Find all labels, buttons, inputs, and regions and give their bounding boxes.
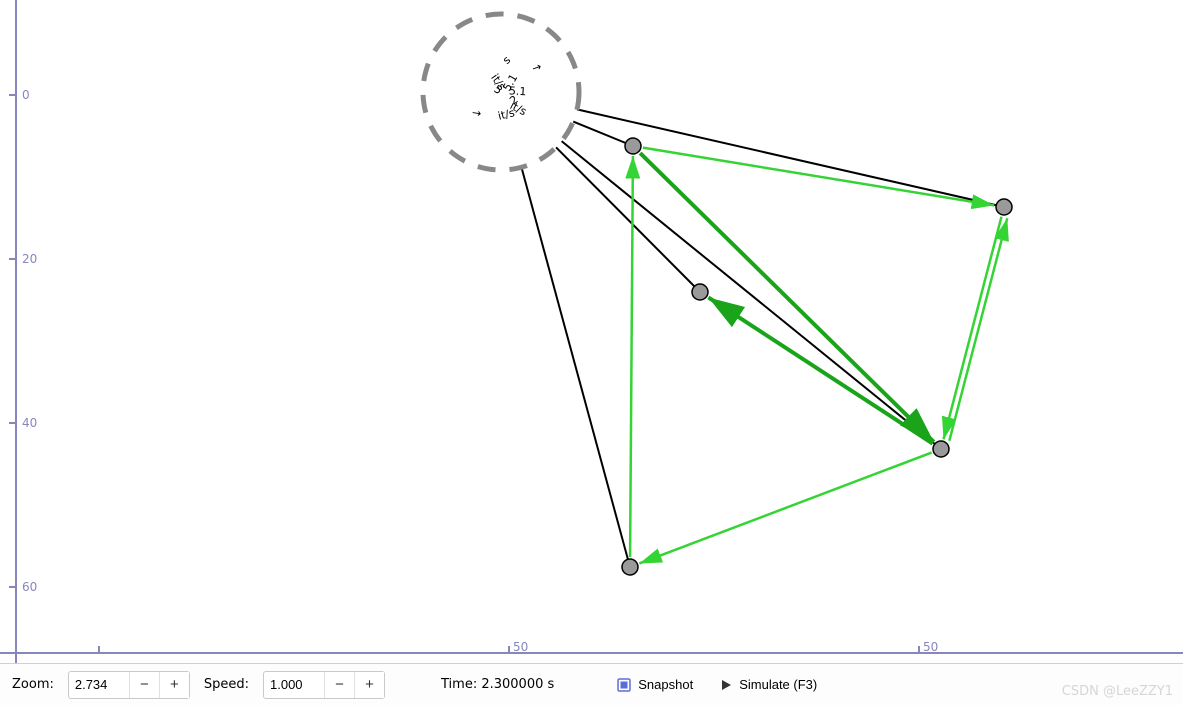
svg-text:20: 20 bbox=[22, 252, 37, 266]
zoom-increment[interactable]: + bbox=[159, 672, 189, 698]
zoom-label: Zoom: bbox=[12, 677, 54, 692]
svg-text:60: 60 bbox=[22, 580, 37, 594]
snapshot-icon bbox=[616, 677, 632, 693]
speed-input[interactable] bbox=[264, 673, 324, 697]
svg-text:0: 0 bbox=[22, 88, 30, 102]
svg-text:5.1: 5.1 bbox=[508, 84, 526, 98]
simulate-label: Simulate (F3) bbox=[739, 677, 817, 692]
time-readout: Time: 2.300000 s bbox=[441, 677, 554, 692]
speed-increment[interactable]: + bbox=[354, 672, 384, 698]
zoom-input[interactable] bbox=[69, 673, 129, 697]
snapshot-button[interactable]: Snapshot bbox=[610, 673, 699, 697]
zoom-spinbox: − + bbox=[68, 671, 190, 699]
bottom-toolbar: Zoom: − + Speed: − + Time: 2.300000 s Sn… bbox=[0, 663, 1183, 705]
speed-label: Speed: bbox=[204, 677, 249, 692]
speed-decrement[interactable]: − bbox=[324, 672, 354, 698]
simulation-canvas[interactable]: 020406050505.12it/s→5it/ss→5.1it/s bbox=[0, 0, 1183, 663]
speed-spinbox: − + bbox=[263, 671, 385, 699]
svg-text:50: 50 bbox=[513, 640, 528, 654]
zoom-decrement[interactable]: − bbox=[129, 672, 159, 698]
svg-text:50: 50 bbox=[923, 640, 938, 654]
snapshot-label: Snapshot bbox=[638, 677, 693, 692]
play-icon bbox=[719, 678, 733, 692]
svg-text:40: 40 bbox=[22, 416, 37, 430]
simulate-button[interactable]: Simulate (F3) bbox=[713, 673, 823, 696]
